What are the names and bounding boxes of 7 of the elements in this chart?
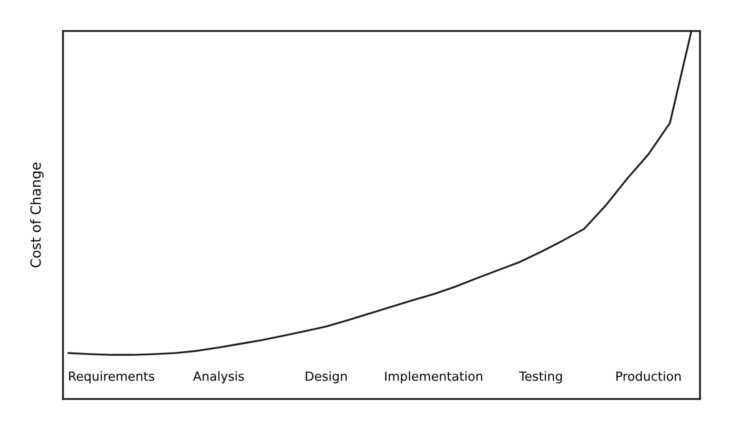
x-tick-label: Analysis bbox=[193, 371, 244, 384]
x-tick-label: Testing bbox=[519, 371, 562, 384]
x-tick-label: Requirements bbox=[69, 371, 154, 384]
x-tick-label: Design bbox=[306, 371, 347, 384]
y-axis-title: Cost of Change bbox=[30, 162, 44, 268]
x-tick-label: Implementation bbox=[385, 371, 482, 384]
x-tick-label: Production bbox=[616, 371, 681, 381]
